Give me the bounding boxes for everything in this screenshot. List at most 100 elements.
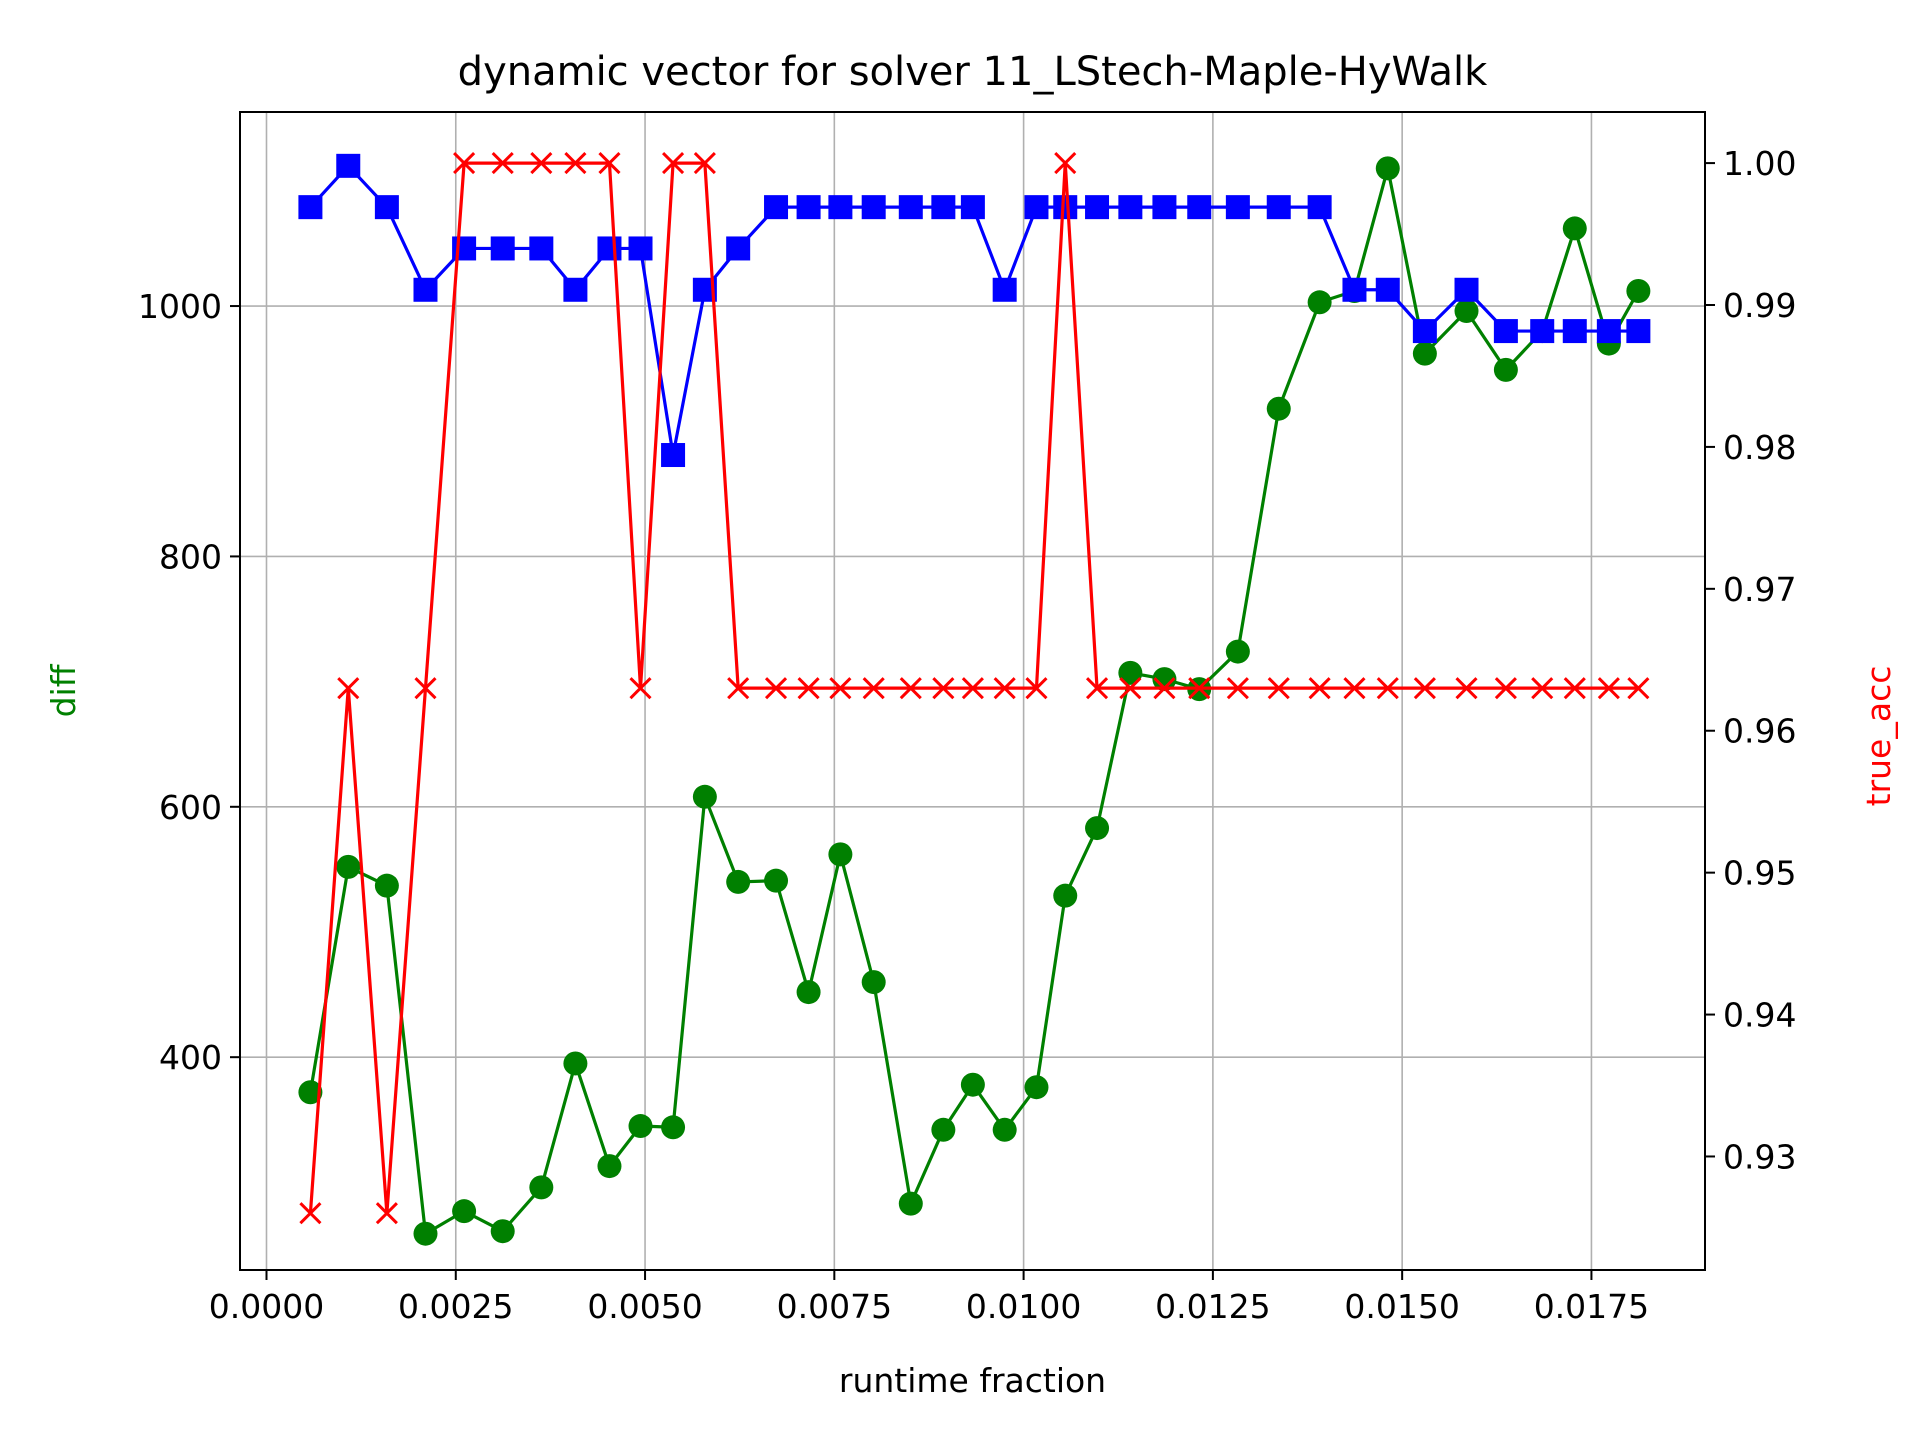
data-point: [1375, 277, 1400, 302]
data-point: [1266, 396, 1291, 421]
data-point: [529, 236, 554, 261]
chart-title: dynamic vector for solver 11_LStech-Mapl…: [458, 49, 1488, 95]
data-point: [1119, 677, 1142, 700]
data-point: [726, 236, 751, 261]
data-point: [661, 443, 686, 468]
data-point: [1375, 156, 1400, 181]
data-point: [1455, 677, 1478, 700]
data-point: [1025, 677, 1048, 700]
data-point: [993, 677, 1016, 700]
data-point: [336, 854, 361, 879]
x-tick-label: 0.0000: [209, 1287, 324, 1326]
data-point: [1627, 677, 1650, 700]
data-point: [1307, 290, 1332, 315]
x-tick-label: 0.0150: [1344, 1287, 1459, 1326]
data-point: [1413, 677, 1436, 700]
data-point: [1307, 195, 1332, 220]
data-point: [1493, 357, 1518, 382]
data-point: [490, 1219, 515, 1244]
data-point: [764, 195, 789, 220]
data-point: [796, 195, 821, 220]
data-point: [960, 1072, 985, 1097]
data-point: [1563, 677, 1586, 700]
data-point: [1562, 319, 1587, 344]
x-axis-label: runtime fraction: [839, 1361, 1106, 1400]
y-right-tick-label: 0.96: [1723, 712, 1796, 751]
data-point: [662, 152, 685, 175]
data-point: [597, 236, 622, 261]
data-point: [726, 869, 751, 894]
axes: 0.0000 0.0025 0.0050 0.0075 0.0100 0.0125 0.01…: [138, 144, 1796, 1326]
data-point: [1225, 195, 1250, 220]
data-point: [452, 1199, 477, 1224]
y-axis-left-label: diff: [44, 663, 83, 717]
data-point: [413, 1221, 438, 1246]
data-point: [764, 868, 789, 893]
series-layer: [298, 152, 1651, 1246]
data-point: [828, 195, 853, 220]
data-point: [932, 677, 955, 700]
data-point: [764, 677, 788, 700]
data-point: [796, 980, 821, 1005]
data-point: [1454, 299, 1479, 324]
data-point: [1118, 195, 1143, 220]
data-point: [992, 277, 1017, 302]
y-axis-right-label: true_acc: [1859, 666, 1898, 807]
data-point: [413, 277, 438, 302]
data-point: [1596, 319, 1621, 344]
data-point: [629, 677, 652, 700]
data-point: [898, 1191, 923, 1216]
data-point: [961, 677, 984, 700]
data-point: [1085, 816, 1110, 841]
x-tick-label: 0.0125: [1155, 1287, 1270, 1326]
data-point: [1494, 677, 1517, 700]
x-tick-label: 0.0100: [966, 1287, 1081, 1326]
data-point: [1153, 677, 1176, 700]
x-tick-label: 0.0175: [1534, 1287, 1649, 1326]
data-point: [992, 1117, 1017, 1142]
x-tick-label: 0.0025: [398, 1287, 513, 1326]
data-point: [1187, 195, 1212, 220]
data-point: [1266, 195, 1291, 220]
data-point: [797, 677, 820, 700]
data-point: [1118, 660, 1143, 685]
data-point: [628, 236, 653, 261]
data-point: [899, 677, 922, 700]
data-point: [529, 1175, 554, 1200]
data-point: [530, 152, 553, 175]
y-left-tick-label: 400: [159, 1038, 222, 1077]
data-point: [1024, 195, 1049, 220]
data-point: [692, 784, 717, 809]
data-point: [1053, 195, 1078, 220]
series-3: [299, 152, 1650, 1225]
data-point: [1085, 677, 1109, 700]
data-point: [1188, 677, 1211, 700]
data-point: [375, 1202, 398, 1225]
data-point: [1412, 341, 1437, 366]
data-point: [727, 677, 750, 700]
y-right-tick-label: 0.98: [1723, 428, 1796, 467]
data-point: [1053, 883, 1078, 908]
data-point: [598, 152, 621, 175]
data-point: [828, 842, 853, 867]
y-right-tick-label: 1.00: [1723, 144, 1796, 183]
data-point: [1412, 319, 1437, 344]
data-point: [628, 1114, 653, 1139]
data-point: [374, 873, 399, 898]
data-point: [563, 277, 588, 302]
y-left-tick-label: 800: [159, 537, 222, 576]
data-point: [337, 677, 360, 700]
data-point: [1493, 319, 1518, 344]
x-tick-label: 0.0050: [587, 1287, 702, 1326]
data-point: [563, 1051, 588, 1076]
y-right-tick-label: 0.93: [1723, 1137, 1796, 1176]
data-point: [661, 1115, 686, 1140]
data-point: [862, 677, 885, 700]
data-point: [1152, 667, 1177, 692]
data-point: [1530, 319, 1555, 344]
data-point: [931, 1117, 956, 1142]
data-point: [898, 195, 923, 220]
x-tick-label: 0.0075: [777, 1287, 892, 1326]
data-point: [336, 153, 361, 178]
